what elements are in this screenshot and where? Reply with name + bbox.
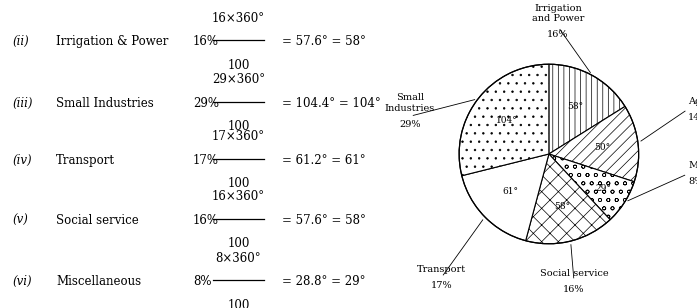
Text: (v): (v): [13, 214, 29, 227]
Text: 16%: 16%: [563, 285, 585, 294]
Text: Irrigation
and Power: Irrigation and Power: [532, 4, 584, 23]
Wedge shape: [549, 154, 634, 220]
Text: 58°: 58°: [567, 102, 583, 111]
Text: 16×360°: 16×360°: [212, 12, 265, 25]
Text: = 104.4° = 104°: = 104.4° = 104°: [282, 97, 381, 110]
Text: 16%: 16%: [193, 214, 219, 227]
Text: Transport: Transport: [417, 265, 466, 274]
Text: (iv): (iv): [13, 154, 32, 167]
Text: 17%: 17%: [193, 154, 219, 167]
Text: Transport: Transport: [56, 154, 115, 167]
Text: = 61.2° = 61°: = 61.2° = 61°: [282, 154, 366, 167]
Text: 100: 100: [227, 237, 250, 250]
Text: 16%: 16%: [193, 35, 219, 48]
Text: 100: 100: [227, 59, 250, 71]
Text: (ii): (ii): [13, 35, 29, 48]
Text: 100: 100: [227, 299, 250, 308]
Text: 61°: 61°: [503, 187, 519, 196]
Text: Small Industries: Small Industries: [56, 97, 154, 110]
Text: 29%: 29%: [193, 97, 219, 110]
Text: 58°: 58°: [554, 202, 570, 211]
Text: 29°: 29°: [595, 184, 611, 193]
Text: 100: 100: [227, 177, 250, 190]
Wedge shape: [462, 154, 549, 241]
Text: 17%: 17%: [430, 282, 452, 290]
Text: Miscellaneous: Miscellaneous: [56, 275, 141, 288]
Text: Irrigation & Power: Irrigation & Power: [56, 35, 169, 48]
Text: 14%: 14%: [688, 113, 697, 122]
Wedge shape: [526, 154, 610, 244]
Text: 50°: 50°: [595, 143, 611, 152]
Text: 29%: 29%: [399, 120, 420, 129]
Text: Social service: Social service: [56, 214, 139, 227]
Text: 17×360°: 17×360°: [212, 130, 265, 143]
Text: Social service: Social service: [539, 269, 608, 278]
Text: = 28.8° = 29°: = 28.8° = 29°: [282, 275, 365, 288]
Text: 8%: 8%: [193, 275, 211, 288]
Wedge shape: [549, 107, 638, 182]
Wedge shape: [459, 64, 549, 176]
Text: Misc.: Misc.: [688, 161, 697, 170]
Text: = 57.6° = 58°: = 57.6° = 58°: [282, 35, 366, 48]
Wedge shape: [549, 64, 625, 154]
Text: 16×360°: 16×360°: [212, 190, 265, 203]
Text: = 57.6° = 58°: = 57.6° = 58°: [282, 214, 366, 227]
Text: 100: 100: [227, 120, 250, 133]
Text: 8×360°: 8×360°: [215, 252, 261, 265]
Text: 16%: 16%: [547, 30, 569, 39]
Text: Agriculture: Agriculture: [688, 96, 697, 106]
Text: (iii): (iii): [13, 97, 33, 110]
Text: (vi): (vi): [13, 275, 32, 288]
Text: 29×360°: 29×360°: [212, 73, 265, 86]
Text: Small
Industries: Small Industries: [385, 93, 435, 113]
Text: 104°: 104°: [496, 116, 517, 125]
Text: 8%: 8%: [688, 177, 697, 186]
